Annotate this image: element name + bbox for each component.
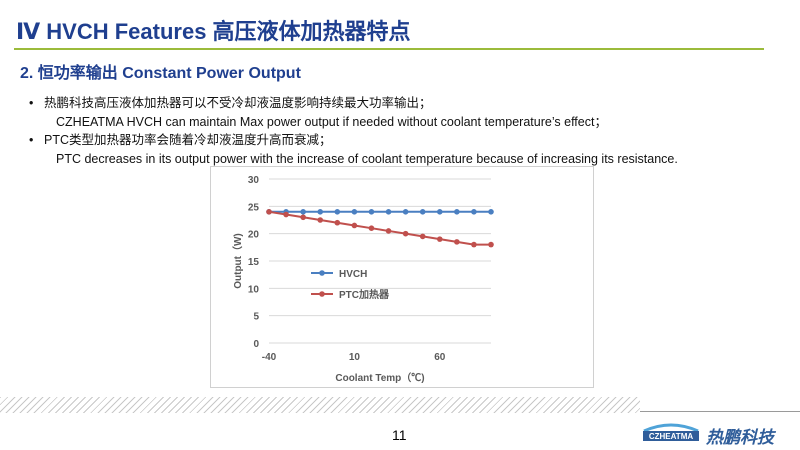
brand-name: 热鹏科技 <box>706 428 774 448</box>
x-tick-label: 10 <box>349 352 361 363</box>
data-point <box>488 209 494 215</box>
y-tick-label: 25 <box>248 202 260 213</box>
footer-divider <box>640 411 800 412</box>
bullet-dot: • <box>29 133 34 147</box>
data-point <box>402 230 409 237</box>
legend-entry: HVCH <box>339 269 367 280</box>
footer-hatch-band <box>0 397 640 413</box>
legend-entry: PTC加热器 <box>339 288 390 301</box>
y-tick-label: 5 <box>253 312 259 323</box>
x-axis-label: Coolant Temp（℃) <box>335 371 424 384</box>
data-point <box>334 219 341 226</box>
y-axis-label: Output（W) <box>231 233 244 289</box>
logo-text: CZHEATMA <box>649 432 694 441</box>
data-point <box>454 209 460 215</box>
data-point <box>317 217 324 223</box>
y-tick-label: 15 <box>248 257 260 268</box>
y-tick-label: 20 <box>248 230 260 241</box>
title-divider <box>14 48 764 50</box>
slide-title: Ⅳ HVCH Features 高压液体加热器特点 <box>16 19 411 44</box>
chart-container: 0 5 10 15 20 25 30 -40 10 60 Coolant Temp（℃) Output… <box>210 166 594 388</box>
x-tick-label: -40 <box>262 352 277 363</box>
bullet-dot: • <box>29 96 34 110</box>
section-subtitle: 2. 恒功率输出 Constant Power Output <box>20 65 301 82</box>
data-point <box>334 209 341 215</box>
data-point <box>351 209 358 215</box>
bullet-text-cn: 热鹏科技高压液体加热器可以不受冷却液温度影响持续最大功率输出； <box>44 96 432 110</box>
bullet-item: • 热鹏科技高压液体加热器可以不受冷却液温度影响持续最大功率输出； <box>29 94 678 113</box>
data-point <box>385 228 392 234</box>
y-tick-label: 30 <box>248 175 260 186</box>
page-number: 11 <box>392 427 407 443</box>
data-point <box>454 239 460 245</box>
data-point <box>368 225 375 231</box>
bullet-item: • PTC类型加热器功率会随着冷却液温度升高而衰减； <box>29 131 678 150</box>
bullet-item-translation: PTC decreases in its output power with t… <box>56 151 678 166</box>
data-point <box>385 209 392 215</box>
data-point <box>368 209 375 215</box>
data-point <box>283 211 289 218</box>
data-point <box>436 236 443 242</box>
data-point <box>471 209 477 215</box>
company-logo: CZHEATMA <box>643 423 699 441</box>
y-tick-label: 0 <box>253 339 259 350</box>
data-point <box>471 241 477 248</box>
data-point <box>300 209 306 215</box>
y-tick-label: 10 <box>248 284 260 295</box>
data-point <box>419 209 426 215</box>
data-point <box>300 214 306 221</box>
legend-swatch-marker <box>319 270 325 276</box>
bullet-list: • 热鹏科技高压液体加热器可以不受冷却液温度影响持续最大功率输出； CZHEATM… <box>29 94 678 168</box>
series-line <box>268 210 491 246</box>
data-point <box>317 209 324 215</box>
legend-swatch-marker <box>319 291 325 297</box>
x-tick-label: 60 <box>434 352 446 363</box>
data-point <box>436 209 443 215</box>
data-point <box>266 209 272 215</box>
bullet-item-translation: CZHEATMA HVCH can maintain Max power out… <box>56 114 607 129</box>
data-point <box>402 209 409 215</box>
bullet-text-cn: PTC类型加热器功率会随着冷却液温度升高而衰减； <box>44 133 332 147</box>
data-point <box>351 222 358 229</box>
data-point <box>488 241 494 248</box>
data-point <box>419 233 426 240</box>
output-chart: 0 5 10 15 20 25 30 -40 10 60 Coolant Temp（℃) Output… <box>231 175 494 384</box>
